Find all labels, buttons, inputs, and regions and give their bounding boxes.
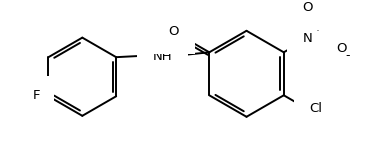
Text: O: O: [169, 25, 179, 38]
Text: N: N: [303, 32, 312, 45]
Text: NH: NH: [153, 50, 173, 63]
Text: Cl: Cl: [310, 103, 322, 116]
Text: O: O: [302, 1, 313, 14]
Text: +: +: [313, 23, 321, 33]
Text: -: -: [346, 49, 350, 62]
Text: F: F: [33, 89, 41, 102]
Text: O: O: [336, 42, 346, 55]
